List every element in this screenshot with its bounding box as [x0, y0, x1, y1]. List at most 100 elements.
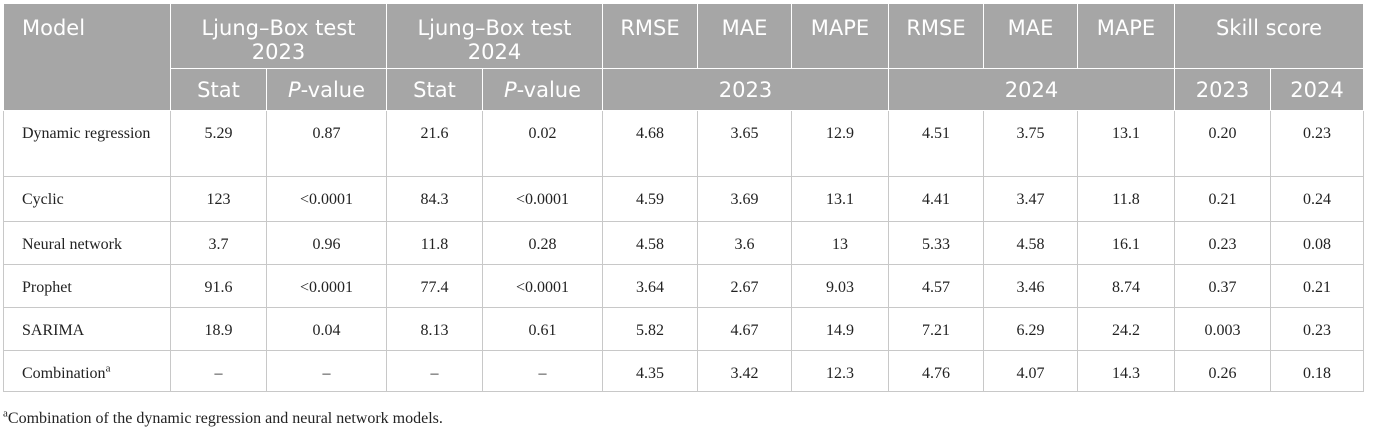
table-body: Dynamic regression 5.29 0.87 21.6 0.02 4…	[3, 110, 1365, 392]
cell: 0.87	[266, 110, 387, 177]
header-rmse-2023: RMSE	[602, 3, 698, 69]
cell: 7.21	[888, 307, 984, 351]
cell: 91.6	[170, 264, 267, 308]
header-mae-2024: MAE	[983, 3, 1078, 69]
cell: 0.04	[266, 307, 387, 351]
cell: 3.6	[697, 221, 792, 265]
cell: 0.23	[1174, 221, 1271, 265]
header-mae-2023: MAE	[697, 3, 792, 69]
model-footnote-marker: a	[105, 362, 111, 375]
cell: 3.46	[983, 264, 1078, 308]
header-errors-year-2023: 2023	[602, 68, 889, 111]
footnote-marker: a	[3, 407, 8, 420]
header-pvalue-2023: P-value	[266, 68, 387, 111]
cell: 3.42	[697, 350, 792, 392]
cell: 4.57	[888, 264, 984, 308]
table-footnote: aCombination of the dynamic regression a…	[3, 407, 443, 428]
cell: 0.24	[1269, 176, 1365, 222]
header-skill-score: Skill score	[1173, 3, 1365, 69]
cell: 4.58	[602, 221, 698, 265]
cell: 24.2	[1077, 307, 1175, 351]
cell: 5.82	[602, 307, 698, 351]
model-name-cell: SARIMA	[3, 307, 171, 351]
cell: 4.67	[697, 307, 792, 351]
cell: 6.29	[983, 307, 1078, 351]
header-ljung-box-2023: Ljung–Box test 2023	[170, 3, 387, 69]
cell: 3.65	[697, 110, 792, 177]
header-mape-2024: MAPE	[1077, 3, 1175, 69]
p-letter: P	[287, 78, 301, 102]
cell: –	[482, 350, 603, 392]
cell: 0.23	[1269, 307, 1365, 351]
table-row: Combinationa – – – – 4.35 3.42 12.3 4.76…	[3, 350, 1365, 392]
cell: 0.18	[1269, 350, 1365, 392]
table-row: Neural network 3.7 0.96 11.8 0.28 4.58 3…	[3, 221, 1365, 265]
model-name-cell: Prophet	[3, 264, 171, 308]
p-suffix: -value	[300, 78, 366, 102]
cell: 0.21	[1269, 264, 1365, 308]
cell: <0.0001	[266, 264, 387, 308]
cell: 4.35	[602, 350, 698, 392]
cell: 4.58	[983, 221, 1078, 265]
model-name-cell: Combinationa	[3, 350, 171, 392]
header-mape-2023: MAPE	[791, 3, 889, 69]
cell: 0.02	[482, 110, 603, 177]
cell: 0.23	[1269, 110, 1365, 177]
header-rmse-2024: RMSE	[888, 3, 984, 69]
p-suffix: -value	[516, 78, 582, 102]
cell: 3.69	[697, 176, 792, 222]
cell: –	[170, 350, 267, 392]
cell: 0.21	[1174, 176, 1271, 222]
header-model: Model	[3, 3, 171, 111]
cell: 84.3	[386, 176, 483, 222]
cell: 0.003	[1174, 307, 1271, 351]
model-name: Combination	[22, 365, 106, 382]
model-name: Dynamic regression	[22, 125, 151, 142]
table-row: Cyclic 123 <0.0001 84.3 <0.0001 4.59 3.6…	[3, 176, 1365, 222]
cell: –	[386, 350, 483, 392]
header-row-1: Model Ljung–Box test 2023 Ljung–Box test 2…	[3, 3, 1365, 111]
table-row: Prophet 91.6 <0.0001 77.4 <0.0001 3.64 2…	[3, 264, 1365, 308]
cell: 123	[170, 176, 267, 222]
header-errors-year-2024: 2024	[888, 68, 1175, 111]
header-stat-2024: Stat	[386, 68, 483, 111]
cell: 14.9	[791, 307, 889, 351]
model-name: Cyclic	[22, 191, 64, 208]
model-name-cell: Dynamic regression	[3, 110, 171, 177]
table-header: Model Ljung–Box test 2023 Ljung–Box test 2…	[3, 3, 1365, 111]
model-name: SARIMA	[22, 322, 85, 339]
cell: –	[266, 350, 387, 392]
header-row-2: Stat P-value Stat P-value 2023 2024 2023…	[4, 68, 1365, 111]
cell: <0.0001	[482, 264, 603, 308]
table-row: SARIMA 18.9 0.04 8.13 0.61 5.82 4.67 14.…	[3, 307, 1365, 351]
model-name: Neural network	[22, 236, 122, 253]
header-pvalue-2024: P-value	[482, 68, 603, 111]
model-name-cell: Neural network	[3, 221, 171, 265]
cell: 77.4	[386, 264, 483, 308]
cell: 3.47	[983, 176, 1078, 222]
p-letter: P	[503, 78, 517, 102]
cell: 8.13	[386, 307, 483, 351]
cell: 0.20	[1174, 110, 1271, 177]
cell: 8.74	[1077, 264, 1175, 308]
header-ljung-box-2024-line1: Ljung–Box test	[417, 16, 572, 40]
header-stat-2023: Stat	[170, 68, 267, 111]
cell: 18.9	[170, 307, 267, 351]
cell: 0.61	[482, 307, 603, 351]
cell: 3.7	[170, 221, 267, 265]
cell: 11.8	[386, 221, 483, 265]
cell: 0.28	[482, 221, 603, 265]
cell: 0.26	[1174, 350, 1271, 392]
cell: 0.37	[1174, 264, 1271, 308]
header-ljung-box-2024: Ljung–Box test 2024	[386, 3, 603, 69]
cell: 11.8	[1077, 176, 1175, 222]
cell: <0.0001	[482, 176, 603, 222]
cell: 12.3	[791, 350, 889, 392]
cell: 14.3	[1077, 350, 1175, 392]
cell: 4.07	[983, 350, 1078, 392]
model-name-cell: Cyclic	[3, 176, 171, 222]
cell: 0.08	[1269, 221, 1365, 265]
cell: <0.0001	[266, 176, 387, 222]
header-ljung-box-2023-line2: 2023	[251, 40, 306, 64]
cell: 16.1	[1077, 221, 1175, 265]
